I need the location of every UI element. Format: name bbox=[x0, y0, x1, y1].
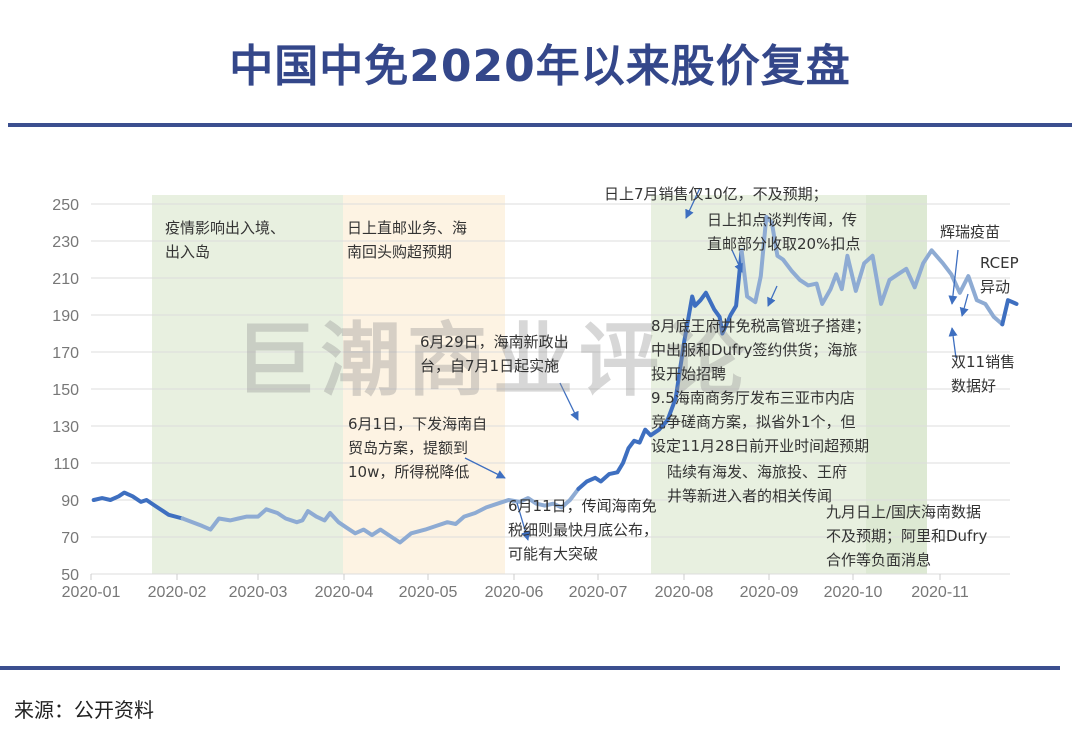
y-tick-label: 210 bbox=[52, 271, 79, 288]
watermark: 巨潮商业评论 bbox=[235, 314, 751, 407]
page-title: 中国中免2020年以来股价复盘 bbox=[229, 41, 851, 92]
x-tick-label: 2020-01 bbox=[62, 584, 121, 601]
annotation-aug-end: 8月底王府井免税高管班子搭建； 中出服和Dufry签约供货；海旅 投开始招聘 9… bbox=[651, 317, 871, 455]
annotation-pfizer: 辉瑞疫苗 bbox=[940, 223, 1001, 241]
y-tick-label: 90 bbox=[61, 493, 79, 510]
x-tick-label: 2020-07 bbox=[569, 584, 628, 601]
annotation-sunrise-direct: 日上直邮业务、海 南回头购超预期 bbox=[347, 219, 468, 261]
x-tick-label: 2020-10 bbox=[824, 584, 883, 601]
x-axis-ticks: 2020-01 2020-02 2020-03 2020-04 2020-05 2020-… bbox=[62, 574, 969, 601]
y-tick-label: 130 bbox=[52, 419, 79, 436]
annotation-arrows bbox=[464, 187, 969, 541]
y-tick-label: 250 bbox=[52, 197, 79, 214]
annotation-jun29: 6月29日，海南新政出 台，自7月1日起实施 bbox=[420, 333, 569, 375]
annotation-jun11: 6月11日，传闻海南免 税细则最快月底公布， 可能有大突破 bbox=[508, 497, 659, 563]
x-tick-label: 2020-11 bbox=[911, 584, 969, 601]
x-tick-label: 2020-06 bbox=[485, 584, 544, 601]
annotation-double11: 双11销售 数据好 bbox=[951, 353, 1016, 395]
shaded-period-0 bbox=[152, 195, 343, 574]
y-tick-label: 170 bbox=[52, 345, 79, 362]
x-tick-label: 2020-02 bbox=[148, 584, 207, 601]
y-tick-label: 50 bbox=[61, 567, 79, 584]
x-tick-label: 2020-03 bbox=[229, 584, 288, 601]
annotation-rebate: 日上扣点谈判传闻，传 直邮部分收取20%扣点 bbox=[707, 211, 861, 253]
x-tick-label: 2020-05 bbox=[399, 584, 458, 601]
annotation-covid: 疫情影响出入境、 出入岛 bbox=[165, 219, 286, 261]
shaded-period-2 bbox=[651, 195, 866, 574]
annotation-new-entrants: 陆续有海发、海旅投、王府 井等新进入者的相关传闻 bbox=[667, 463, 848, 505]
source-note: 来源：公开资料 bbox=[14, 698, 154, 722]
y-axis-ticks: 50 70 90 110 130 150 170 190 210 230 250 bbox=[52, 197, 79, 584]
annotation-rcep: RCEP 异动 bbox=[980, 254, 1019, 296]
y-tick-label: 190 bbox=[52, 308, 79, 325]
x-tick-label: 2020-08 bbox=[655, 584, 714, 601]
title-divider bbox=[8, 123, 1072, 127]
footer-divider bbox=[0, 666, 1060, 670]
annotation-jul-sales: 日上7月销售仅10亿，不及预期； bbox=[604, 185, 828, 203]
y-tick-label: 150 bbox=[52, 382, 79, 399]
gridlines bbox=[91, 203, 1010, 575]
y-tick-label: 110 bbox=[53, 456, 79, 473]
shaded-period-3 bbox=[866, 195, 927, 574]
y-tick-label: 70 bbox=[61, 530, 79, 547]
annotation-sept-negative: 九月日上/国庆海南数据 不及预期；阿里和Dufry 合作等负面消息 bbox=[826, 503, 988, 569]
annotation-jun1: 6月1日，下发海南自 贸岛方案，提额到 10w，所得税降低 bbox=[348, 415, 488, 481]
x-tick-label: 2020-04 bbox=[315, 584, 374, 601]
y-tick-label: 230 bbox=[52, 234, 79, 251]
x-tick-label: 2020-09 bbox=[740, 584, 799, 601]
shaded-periods bbox=[152, 195, 927, 574]
